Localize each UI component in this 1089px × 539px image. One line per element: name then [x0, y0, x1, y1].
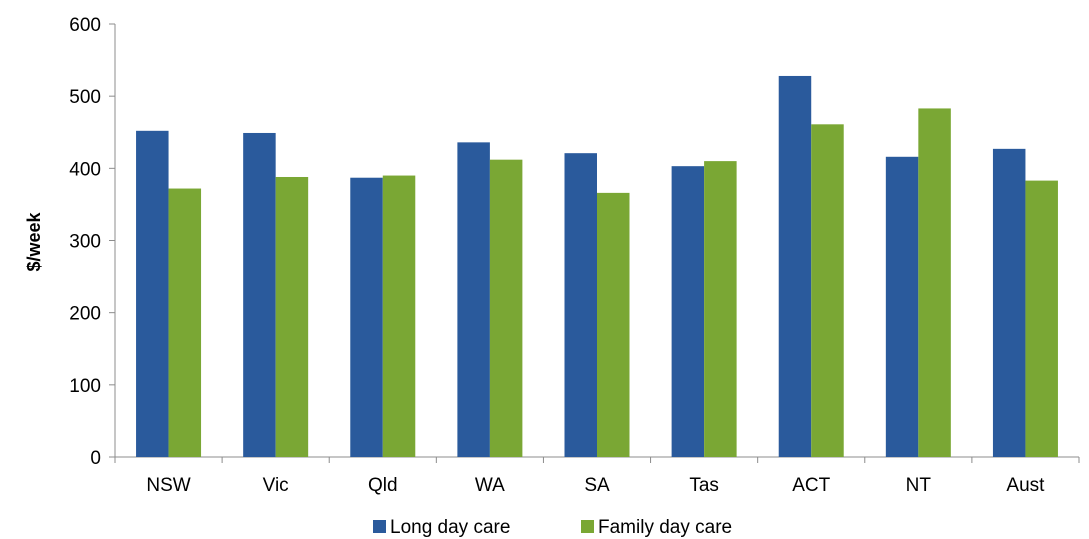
- bar-family-day-care-aust: [1025, 180, 1058, 457]
- y-tick-label: 400: [69, 159, 101, 180]
- legend-label: Family day care: [598, 517, 732, 538]
- bar-long-day-care-vic: [243, 132, 276, 457]
- bar-family-day-care-nsw: [168, 188, 202, 458]
- bars: [136, 75, 1058, 458]
- x-axis-ticks: NSW Vic Qld WA SA Tas ACT NT Aust: [114, 457, 1080, 496]
- bar-long-day-care-qld: [350, 177, 383, 457]
- bar-long-day-care-sa: [564, 153, 597, 457]
- bar-family-day-care-wa: [489, 159, 523, 457]
- x-tick-label: Aust: [1006, 475, 1045, 496]
- legend: Long day care Family day care: [373, 517, 732, 538]
- y-axis-ticks: 0 100 200 300 400 500 600: [69, 15, 115, 469]
- bar-family-day-care-sa: [597, 192, 630, 457]
- y-tick-label: 600: [69, 15, 101, 36]
- x-tick-label: ACT: [792, 475, 830, 496]
- legend-swatch: [581, 520, 594, 533]
- bar-long-day-care-nsw: [136, 130, 169, 457]
- bar-long-day-care-aust: [992, 148, 1026, 457]
- x-tick-label: Vic: [263, 475, 289, 496]
- y-tick-label: 0: [90, 448, 101, 469]
- y-tick-label: 100: [69, 376, 101, 397]
- bar-long-day-care-act: [778, 75, 812, 458]
- legend-label: Long day care: [390, 517, 510, 538]
- legend-swatch: [373, 520, 386, 533]
- bar-family-day-care-nt: [918, 108, 951, 457]
- bar-family-day-care-qld: [382, 175, 416, 458]
- x-tick-label: Tas: [689, 475, 719, 496]
- bar-long-day-care-tas: [671, 166, 705, 457]
- y-axis-title: $/week: [24, 211, 44, 271]
- bar-family-day-care-tas: [704, 161, 737, 457]
- x-tick-label: Qld: [368, 475, 398, 496]
- bar-family-day-care-vic: [275, 176, 309, 457]
- bar-long-day-care-nt: [885, 156, 919, 457]
- x-tick-label: NSW: [146, 475, 190, 496]
- x-tick-label: NT: [906, 475, 932, 496]
- x-tick-label: WA: [475, 475, 505, 496]
- y-tick-label: 500: [69, 87, 101, 108]
- bar-family-day-care-act: [811, 124, 844, 457]
- y-tick-label: 200: [69, 304, 101, 325]
- y-tick-label: 300: [69, 232, 101, 253]
- bar-long-day-care-wa: [457, 142, 490, 457]
- x-tick-label: SA: [584, 475, 610, 496]
